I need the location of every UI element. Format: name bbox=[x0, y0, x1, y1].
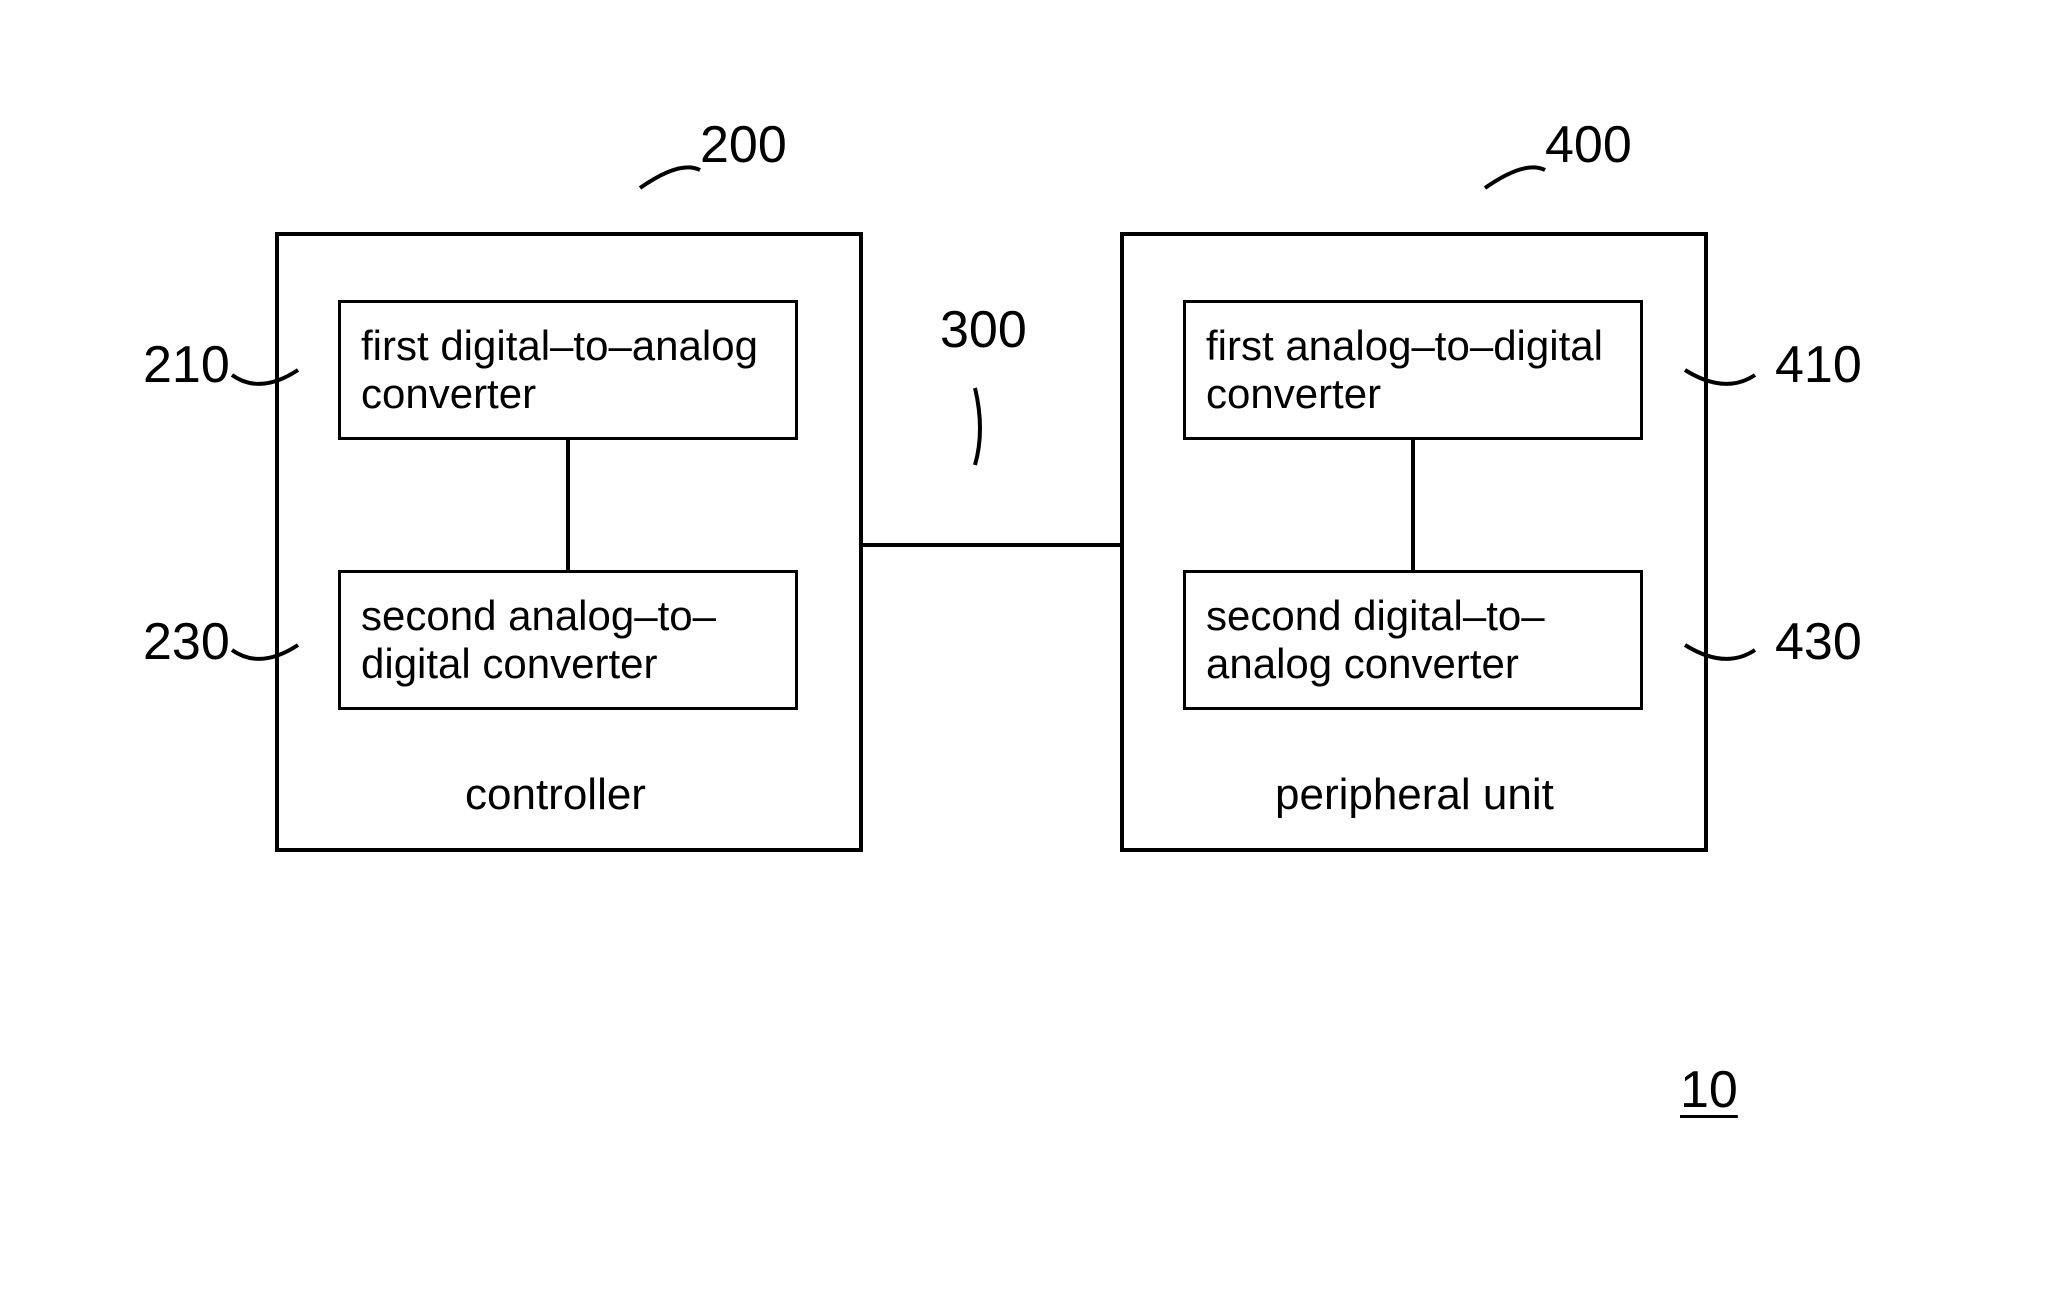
leader-300 bbox=[975, 388, 980, 465]
leader-230 bbox=[232, 645, 298, 659]
leader-200 bbox=[640, 167, 700, 188]
leader-410 bbox=[1685, 370, 1755, 384]
leader-curves bbox=[0, 0, 2069, 1294]
leader-210 bbox=[232, 370, 298, 384]
leader-430 bbox=[1685, 645, 1755, 659]
leader-400 bbox=[1485, 167, 1545, 188]
